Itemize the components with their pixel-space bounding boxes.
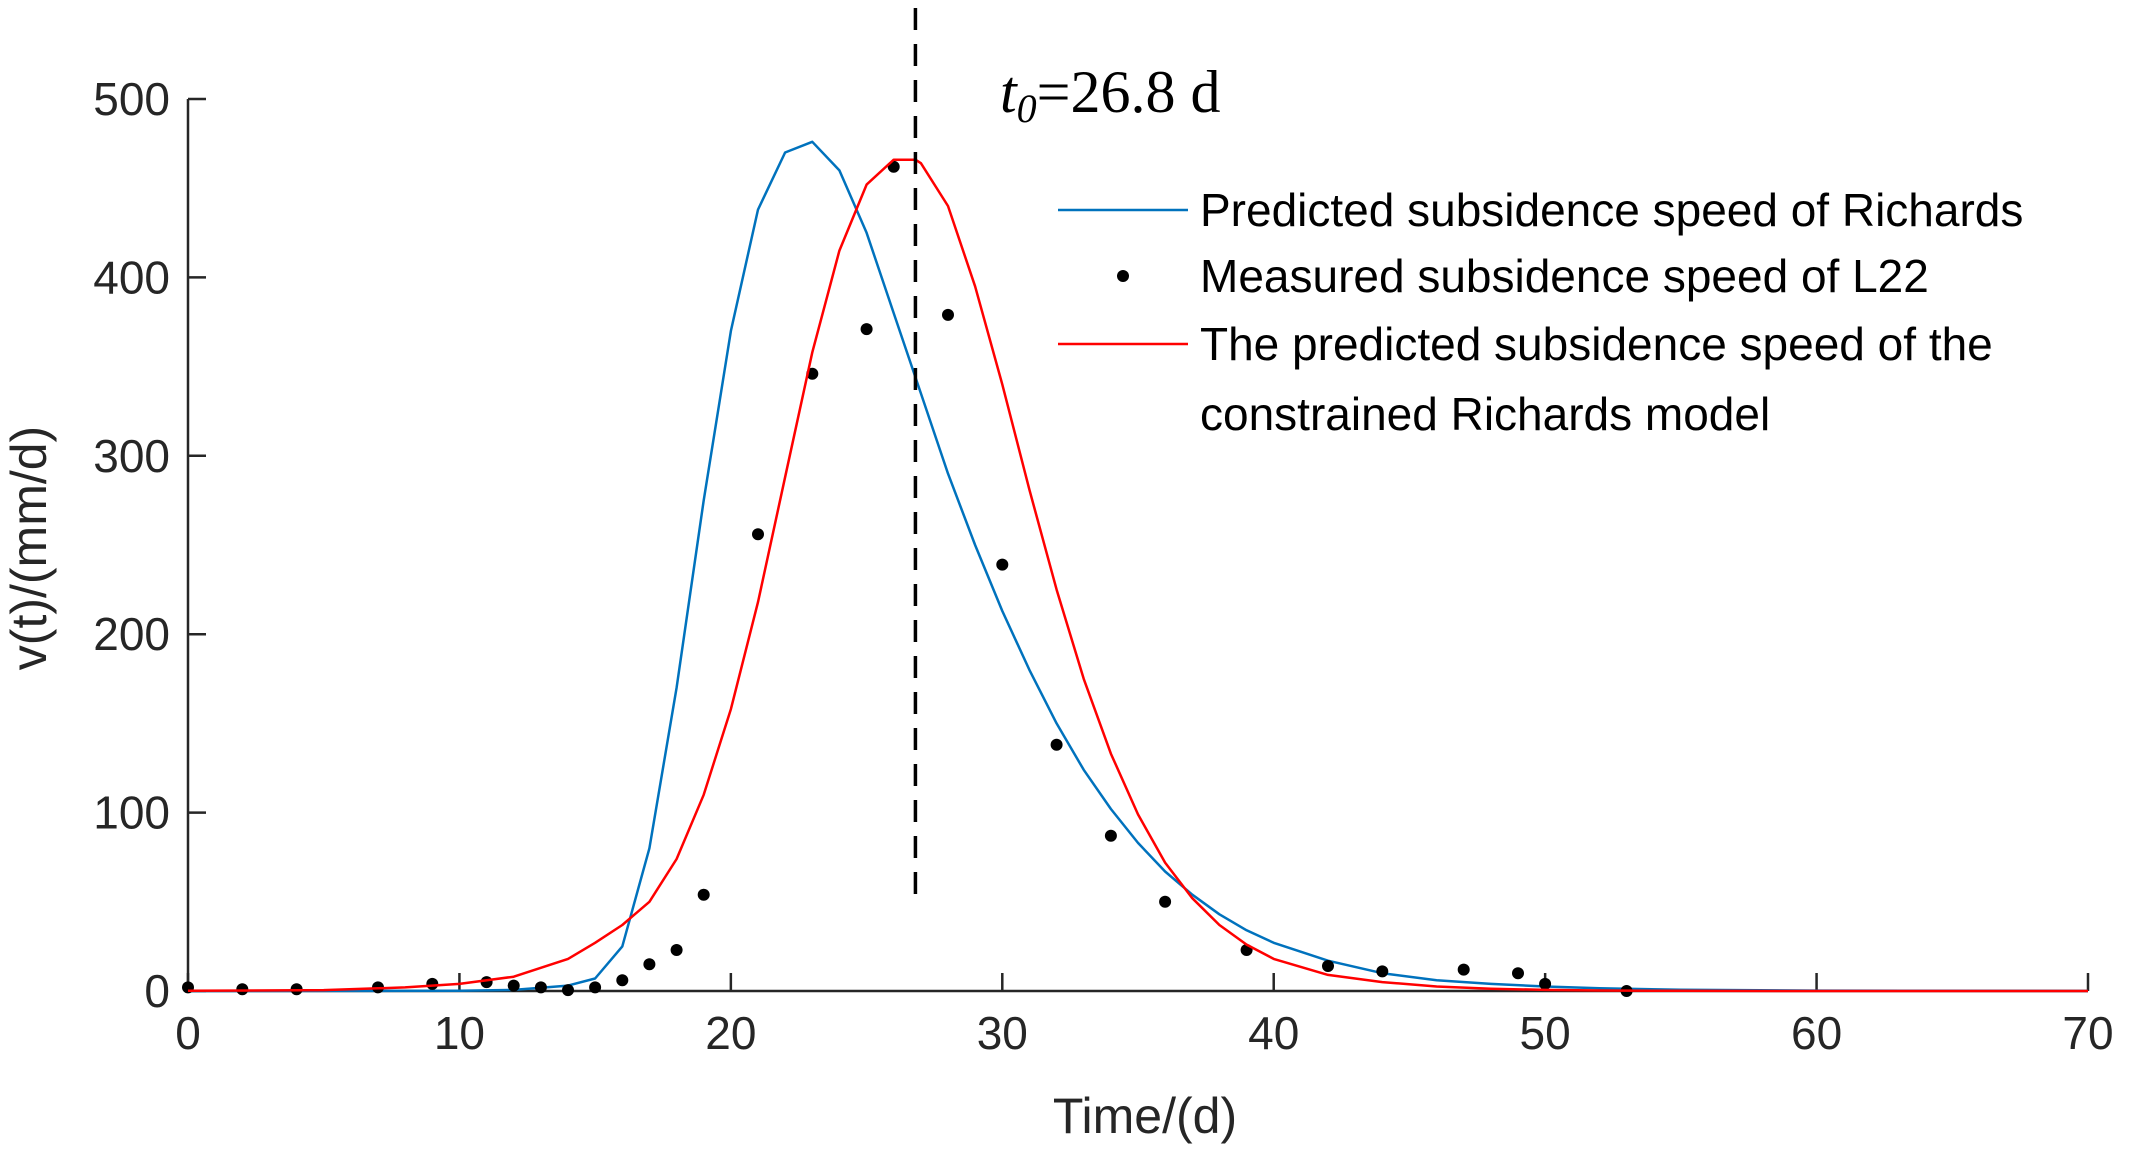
data-point [697, 888, 710, 901]
data-point [1539, 977, 1552, 990]
x-axis-label: Time/(d) [1053, 1088, 1237, 1144]
data-point [643, 958, 656, 971]
data-point [860, 323, 873, 336]
legend-label-1: Measured subsidence speed of L22 [1200, 250, 1929, 302]
annotation-prefix: t [1000, 59, 1018, 125]
data-point [752, 528, 764, 541]
legend-label-2: The predicted subsidence speed of the [1200, 318, 1993, 370]
x-tick-label: 50 [1520, 1007, 1571, 1059]
svg-text:t0=26.8 d: t0=26.8 d [1000, 59, 1221, 131]
y-tick-label: 100 [93, 787, 170, 839]
data-point [1050, 738, 1063, 751]
legend-label-0: Predicted subsidence speed of Richards [1200, 184, 2023, 236]
data-point [996, 558, 1009, 571]
data-point [1104, 829, 1117, 842]
series-line-2 [187, 158, 2088, 993]
x-tick-label: 60 [1791, 1007, 1842, 1059]
y-tick-label: 200 [93, 608, 170, 660]
x-tick-label: 40 [1248, 1007, 1299, 1059]
axis-labels: Time/(d) v(t)/(mm/d) [1, 426, 1237, 1144]
legend: Predicted subsidence speed of Richards Me… [1058, 184, 2023, 440]
x-tick-label: 20 [705, 1007, 756, 1059]
y-tick-label: 300 [93, 430, 170, 482]
data-point [616, 974, 629, 987]
annotation-suffix: =26.8 d [1037, 59, 1221, 125]
data-point [670, 944, 683, 956]
data-point [534, 981, 547, 994]
legend-label-2: constrained Richards model [1200, 388, 1770, 440]
x-tick-label: 70 [2062, 1007, 2113, 1059]
axes: 0 10 20 30 40 50 60 70 0 100 200 300 400 500 [93, 73, 2113, 1059]
y-tick-label: 400 [93, 251, 170, 303]
data-point [1512, 967, 1524, 980]
t0-annotation: t0=26.8 d [1000, 59, 1221, 131]
x-tick-label: 30 [977, 1007, 1028, 1059]
data-point [1159, 895, 1172, 908]
series-line-0 [187, 140, 2089, 993]
annotation-subscript: 0 [1017, 86, 1037, 131]
y-axis-label: v(t)/(mm/d) [1, 426, 57, 670]
legend-swatch-1 [1117, 270, 1129, 282]
data-point [426, 977, 439, 990]
y-tick-label: 500 [93, 73, 170, 125]
data-point [1457, 963, 1470, 976]
data-point [942, 308, 954, 321]
x-tick-label: 0 [175, 1007, 201, 1059]
x-tick-label: 10 [434, 1007, 485, 1059]
data-point [1376, 965, 1389, 978]
data-point [507, 979, 520, 992]
data-point [589, 981, 602, 994]
data-point [562, 984, 574, 997]
plot-marks [182, 8, 2089, 997]
data-point [1322, 960, 1334, 972]
y-tick-label: 0 [144, 965, 170, 1017]
data-point [236, 983, 249, 996]
